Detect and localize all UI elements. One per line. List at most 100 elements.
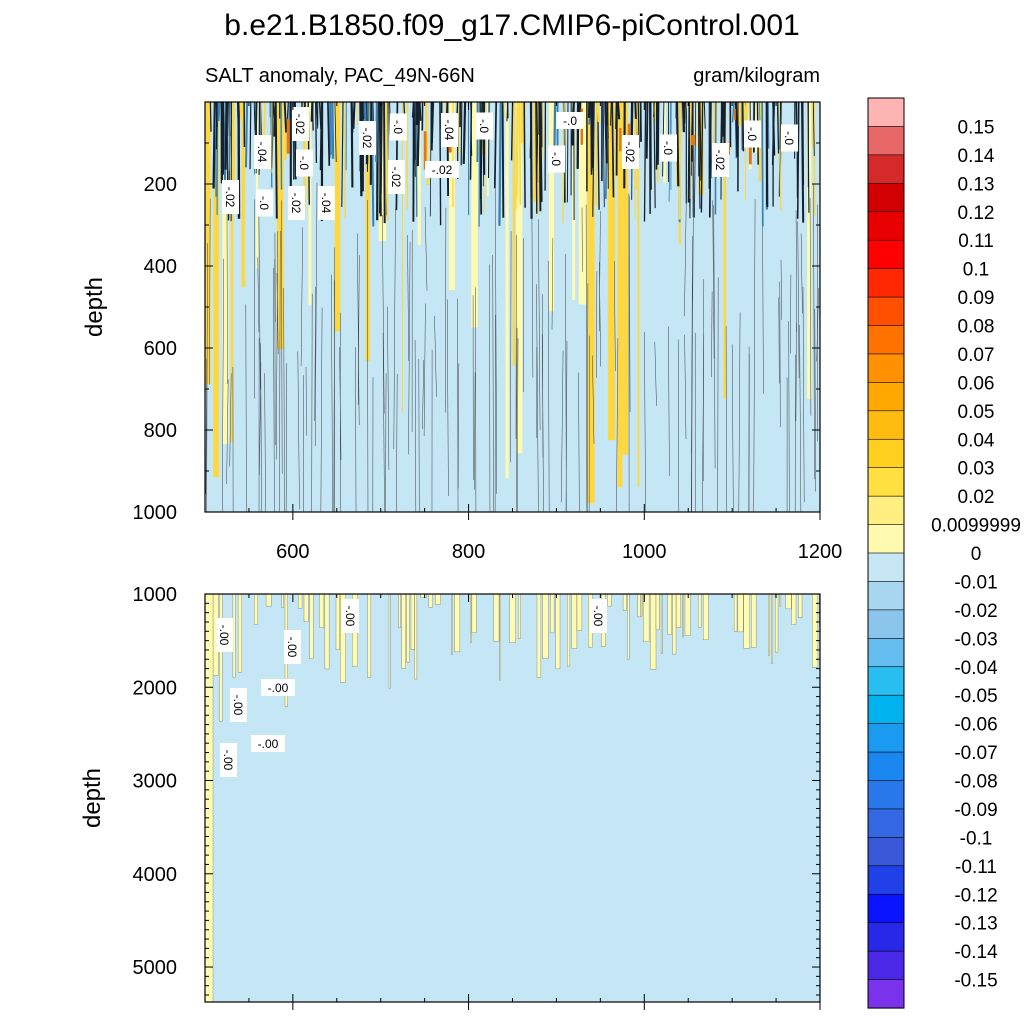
- colorbar-swatch: [867, 552, 905, 583]
- contour-label-box: [222, 180, 239, 214]
- surface-contour-line: [678, 102, 682, 220]
- strong-anomaly-patch: [286, 119, 290, 154]
- positive-anomaly-column: [637, 102, 640, 487]
- contour-line: [691, 332, 693, 512]
- colorbar-swatch: [867, 865, 905, 895]
- contour-line: [457, 363, 460, 489]
- surface-contour-line: [327, 102, 331, 166]
- contour-line: [408, 241, 411, 455]
- contour-label-box: [251, 735, 285, 752]
- y-tick-label: 1000: [133, 584, 178, 606]
- contour-line: [387, 306, 390, 471]
- positive-anomaly-column: [768, 594, 770, 656]
- surface-contour-line: [643, 102, 647, 222]
- contour-line: [654, 341, 657, 406]
- surface-contour-line: [681, 102, 686, 133]
- contour-label-text: -.00: [343, 606, 357, 627]
- colorbar-swatch: [867, 723, 905, 753]
- colorbar-label: 0.12: [958, 203, 995, 224]
- colorbar-swatch: [867, 268, 905, 298]
- colorbar-label: -0.12: [954, 885, 997, 906]
- surface-contour-line: [239, 102, 243, 120]
- contour-line: [712, 200, 715, 359]
- surface-contour-line: [501, 102, 505, 218]
- colorbar-swatch: [867, 780, 905, 810]
- contour-line: [748, 353, 750, 512]
- positive-anomaly-column: [578, 102, 587, 305]
- contour-label-text: -.0: [782, 131, 796, 145]
- positive-anomaly-column: [205, 102, 211, 385]
- colorbar-label: -0.13: [954, 914, 997, 935]
- y-tick-label: 200: [144, 174, 177, 196]
- surface-contour-line: [515, 102, 519, 198]
- positive-anomaly-column: [470, 594, 472, 643]
- contour-line: [275, 231, 279, 460]
- contour-label-box: [216, 618, 233, 652]
- positive-anomaly-column: [751, 594, 757, 648]
- contour-label-text: -.00: [285, 637, 299, 658]
- contour-line: [475, 287, 477, 512]
- contour-label-box: [342, 599, 359, 633]
- contour-line: [367, 199, 369, 512]
- contour-line: [690, 236, 693, 512]
- surface-contour-line: [253, 102, 256, 131]
- surface-contour-line: [767, 102, 770, 149]
- surface-contour-line: [675, 102, 680, 187]
- surface-contour-line: [812, 102, 815, 157]
- strong-anomaly-patch: [728, 141, 730, 155]
- contour-line: [279, 230, 281, 512]
- colorbar-label: 0.06: [958, 373, 995, 394]
- colorbar-label: 0.1: [963, 260, 989, 281]
- contour-label-text: -.04: [442, 120, 456, 141]
- colorbar-label: 0.13: [958, 174, 995, 195]
- colorbar-swatch: [867, 325, 905, 355]
- positive-anomaly-column: [471, 594, 477, 633]
- positive-anomaly-column: [335, 594, 340, 650]
- contour-line: [414, 340, 417, 512]
- colorbar-label: 0.07: [958, 345, 995, 366]
- contour-label-box: [622, 135, 639, 169]
- surface-contour-line: [498, 102, 502, 226]
- contour-line: [229, 373, 232, 467]
- surface-contour-line: [385, 102, 389, 222]
- boundary-anomaly-strip: [205, 594, 214, 1002]
- contour-label-box: [288, 186, 305, 220]
- chart-title: b.e21.B1850.f09_g17.CMIP6-piControl.001: [224, 9, 799, 42]
- surface-contour-line: [700, 102, 704, 213]
- contour-line: [515, 327, 518, 512]
- contour-line: [245, 304, 247, 512]
- colorbar-label: -0.08: [954, 772, 997, 793]
- strong-anomaly-patch: [734, 108, 736, 120]
- surface-contour-line: [653, 102, 656, 209]
- contour-label-text: -.0: [297, 156, 311, 170]
- contour-line: [206, 243, 208, 512]
- contour-label: -.0: [548, 145, 565, 173]
- chart-units-label: gram/kilogram: [693, 65, 820, 87]
- contour-label-text: -.02: [432, 163, 453, 177]
- contour-line: [333, 247, 335, 512]
- positive-anomaly-column: [219, 594, 223, 722]
- contour-label-box: [660, 134, 677, 162]
- surface-contour-line: [510, 102, 514, 161]
- contour-label: -.02: [359, 121, 376, 155]
- surface-contour-line: [610, 102, 612, 126]
- y-tick-label: 1000: [133, 502, 178, 524]
- positive-anomaly-column: [255, 102, 258, 269]
- contour-line: [423, 303, 426, 437]
- surface-contour-line: [618, 102, 622, 218]
- colorbar-label: -0.07: [954, 743, 997, 764]
- contour-line: [209, 198, 211, 385]
- colorbar-swatch: [867, 183, 905, 213]
- strong-anomaly-patch: [619, 128, 622, 152]
- lower-panel-contour-labels: -.00 -.00 -.00 -.00 -.00 -.00 -.00 -.00: [216, 599, 607, 777]
- contour-label-box: [388, 160, 405, 194]
- positive-anomaly-column: [785, 594, 792, 610]
- contour-label: -.02: [388, 160, 405, 194]
- colorbar-swatch: [867, 126, 905, 156]
- positive-anomaly-column: [493, 594, 500, 642]
- positive-anomaly-column: [241, 102, 246, 288]
- contour-label-box: [590, 599, 607, 633]
- contour-line: [541, 334, 544, 512]
- surface-contour-line: [350, 102, 354, 133]
- contour-line: [738, 312, 741, 512]
